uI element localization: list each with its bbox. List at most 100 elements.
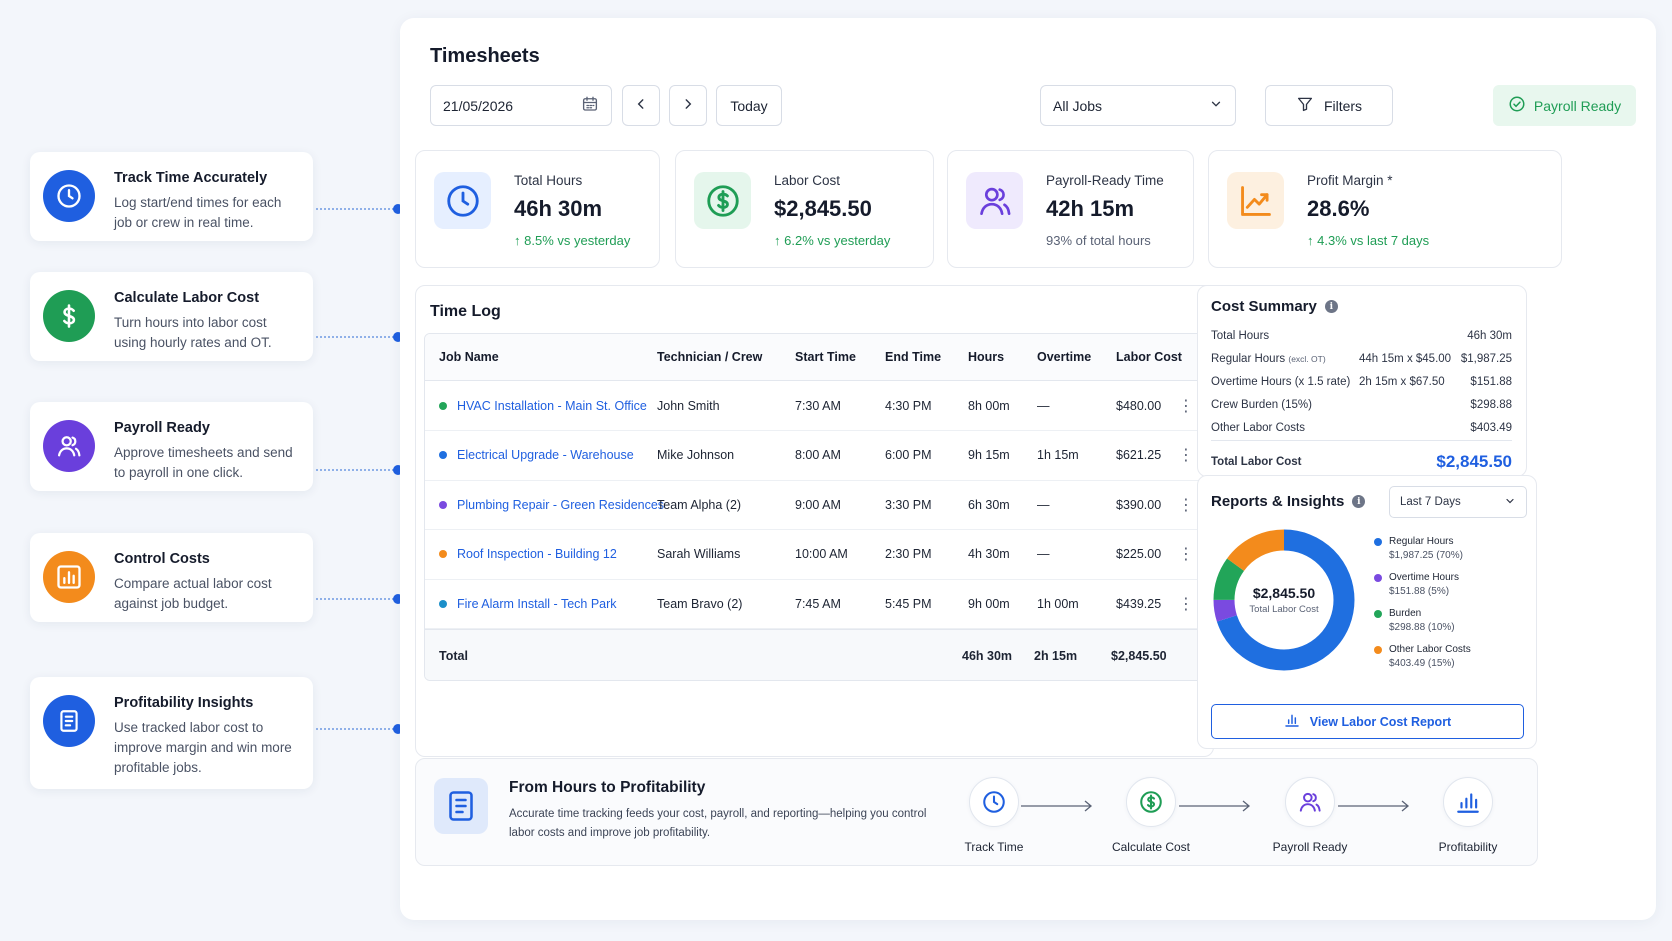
stat-trend: ↑ 4.3% vs last 7 days (1307, 233, 1430, 248)
job-name[interactable]: HVAC Installation - Main St. Office (457, 398, 647, 413)
clock-icon (969, 777, 1019, 827)
payroll-ready-button[interactable]: Payroll Ready (1493, 85, 1636, 126)
cost-summary-row: Regular Hours (excl. OT) 44h 15m x $45.00… (1211, 353, 1512, 365)
more-options-icon[interactable]: ⋮ (1178, 546, 1194, 564)
stat-card-payroll-ready-time: Payroll-Ready Time 42h 15m 93% of total … (947, 150, 1194, 268)
job-name-cell[interactable]: Fire Alarm Install - Tech Park (439, 597, 617, 611)
job-name-cell[interactable]: HVAC Installation - Main St. Office (439, 399, 647, 413)
column-header[interactable]: Overtime (1037, 350, 1092, 364)
date-input[interactable] (443, 97, 563, 114)
info-icon[interactable]: i (1324, 300, 1338, 313)
feature-desc: Turn hours into labor cost using hourly … (114, 315, 272, 350)
info-icon[interactable]: i (1352, 495, 1366, 508)
feature-card-payroll-ready: Payroll Ready Approve timesheets and sen… (30, 402, 313, 491)
stat-card-labor-cost: Labor Cost $2,845.50 ↑ 6.2% vs yesterday (675, 150, 934, 268)
stat-value: $2,845.50 (774, 196, 872, 221)
cost-summary-title: Cost Summary (1211, 298, 1317, 315)
cost-summary-header: Cost Summary i (1211, 298, 1338, 315)
job-link[interactable]: Plumbing Repair - Green Residences (439, 498, 664, 512)
column-header[interactable]: Hours (968, 350, 1005, 364)
job-status-dot (439, 599, 447, 608)
stat-label: Labor Cost (774, 173, 841, 188)
legend-name: Burden (1389, 608, 1422, 619)
column-header[interactable]: End Time (885, 350, 942, 364)
job-name-cell[interactable]: Roof Inspection - Building 12 (439, 547, 617, 561)
job-name[interactable]: Plumbing Repair - Green Residences (457, 497, 665, 512)
feature-card-labor-cost: Calculate Labor Cost Turn hours into lab… (30, 272, 313, 361)
cost-label: Total Hours (1211, 330, 1270, 342)
overtime-cell: — (1037, 398, 1050, 413)
document-icon (434, 778, 488, 834)
time-log-table: Job Name Technician / Crew Start Time En… (424, 333, 1207, 681)
table-row[interactable]: Plumbing Repair - Green Residences Team A… (425, 480, 1206, 531)
check-circle-icon (1508, 95, 1526, 116)
job-name[interactable]: Electrical Upgrade - Warehouse (457, 448, 634, 463)
column-header[interactable]: Job Name (439, 350, 499, 364)
chevron-down-icon (1209, 97, 1223, 114)
page-title: Timesheets (430, 45, 540, 67)
step-label: Payroll Ready (1272, 840, 1348, 854)
table-row[interactable]: Roof Inspection - Building 12 Sarah Willi… (425, 530, 1206, 580)
end-time-cell: 3:30 PM (885, 497, 932, 512)
end-time-cell: 2:30 PM (885, 547, 932, 562)
feature-card-profitability: Profitability Insights Use tracked labor… (30, 677, 313, 789)
today-button[interactable]: Today (716, 85, 782, 126)
step-calculate-cost: Calculate Cost (1101, 777, 1201, 854)
bar-chart-icon (43, 551, 95, 603)
column-header[interactable]: Technician / Crew (657, 350, 763, 364)
calendar-icon[interactable] (581, 95, 599, 116)
legend-item: Overtime Hours $151.88 (5%) (1374, 572, 1459, 597)
cost-value: 46h 30m (1467, 330, 1512, 342)
filter-icon (1296, 95, 1314, 116)
end-time-cell: 4:30 PM (885, 398, 932, 413)
table-row[interactable]: Fire Alarm Install - Tech Park Team Bravo… (425, 579, 1206, 630)
start-time-cell: 7:45 AM (795, 596, 841, 611)
column-header[interactable]: Start Time (795, 350, 856, 364)
more-options-icon[interactable]: ⋮ (1178, 595, 1194, 613)
cost-value: $1,987.25 (1460, 353, 1512, 365)
job-name[interactable]: Fire Alarm Install - Tech Park (457, 596, 617, 611)
cost-label: Crew Burden (15%) (1211, 399, 1312, 411)
job-name-cell[interactable]: Electrical Upgrade - Warehouse (439, 448, 634, 462)
connector (316, 204, 403, 214)
prev-day-button[interactable] (622, 85, 660, 126)
legend-item: Other Labor Costs $403.49 (15%) (1374, 644, 1471, 669)
more-options-icon[interactable]: ⋮ (1178, 397, 1194, 415)
step-label: Calculate Cost (1111, 840, 1191, 854)
total-hours: 46h 30m (962, 649, 1013, 663)
job-status-dot (439, 451, 447, 460)
stat-value: 28.6% (1307, 196, 1370, 221)
donut-center: $2,845.50 Total Labor Cost (1208, 524, 1360, 676)
job-link[interactable]: Roof Inspection - Building 12 (439, 547, 617, 561)
date-picker[interactable] (430, 85, 612, 126)
table-row[interactable]: HVAC Installation - Main St. Office John … (425, 381, 1206, 431)
range-select[interactable]: Last 7 Days (1389, 486, 1527, 518)
start-time-cell: 10:00 AM (795, 547, 848, 562)
filters-button[interactable]: Filters (1265, 85, 1393, 126)
labor-cost-donut-chart (1213, 529, 1355, 671)
labor-cost-cell: $621.25 (1116, 448, 1162, 463)
legend-name: Overtime Hours (1389, 572, 1460, 583)
job-link[interactable]: Electrical Upgrade - Warehouse (439, 448, 634, 462)
legend-item: Burden $298.88 (10%) (1374, 608, 1455, 633)
jobs-select[interactable]: All Jobs (1040, 85, 1236, 126)
connector (316, 594, 403, 604)
dollar-icon (1126, 777, 1176, 827)
stat-value: 42h 15m (1046, 196, 1135, 221)
job-link[interactable]: HVAC Installation - Main St. Office (439, 399, 647, 413)
stat-label: Total Hours (514, 173, 583, 188)
job-name[interactable]: Roof Inspection - Building 12 (457, 547, 617, 562)
more-options-icon[interactable]: ⋮ (1178, 447, 1194, 465)
column-header[interactable]: Labor Cost (1116, 350, 1182, 364)
next-day-button[interactable] (669, 85, 707, 126)
job-link[interactable]: Fire Alarm Install - Tech Park (439, 597, 617, 611)
view-labor-cost-report-button[interactable]: View Labor Cost Report (1211, 704, 1524, 739)
table-row[interactable]: Electrical Upgrade - Warehouse Mike Johns… (425, 431, 1206, 481)
time-log-title: Time Log (430, 303, 501, 320)
time-log-card: Time Log Job Name Technician / Crew Star… (415, 285, 1214, 757)
stat-value: 46h 30m (514, 196, 603, 221)
legend-value: $298.88 (10%) (1389, 622, 1455, 633)
more-options-icon[interactable]: ⋮ (1178, 496, 1194, 514)
legend-value: $1,987.25 (70%) (1389, 550, 1463, 561)
job-name-cell[interactable]: Plumbing Repair - Green Residences (439, 498, 664, 512)
